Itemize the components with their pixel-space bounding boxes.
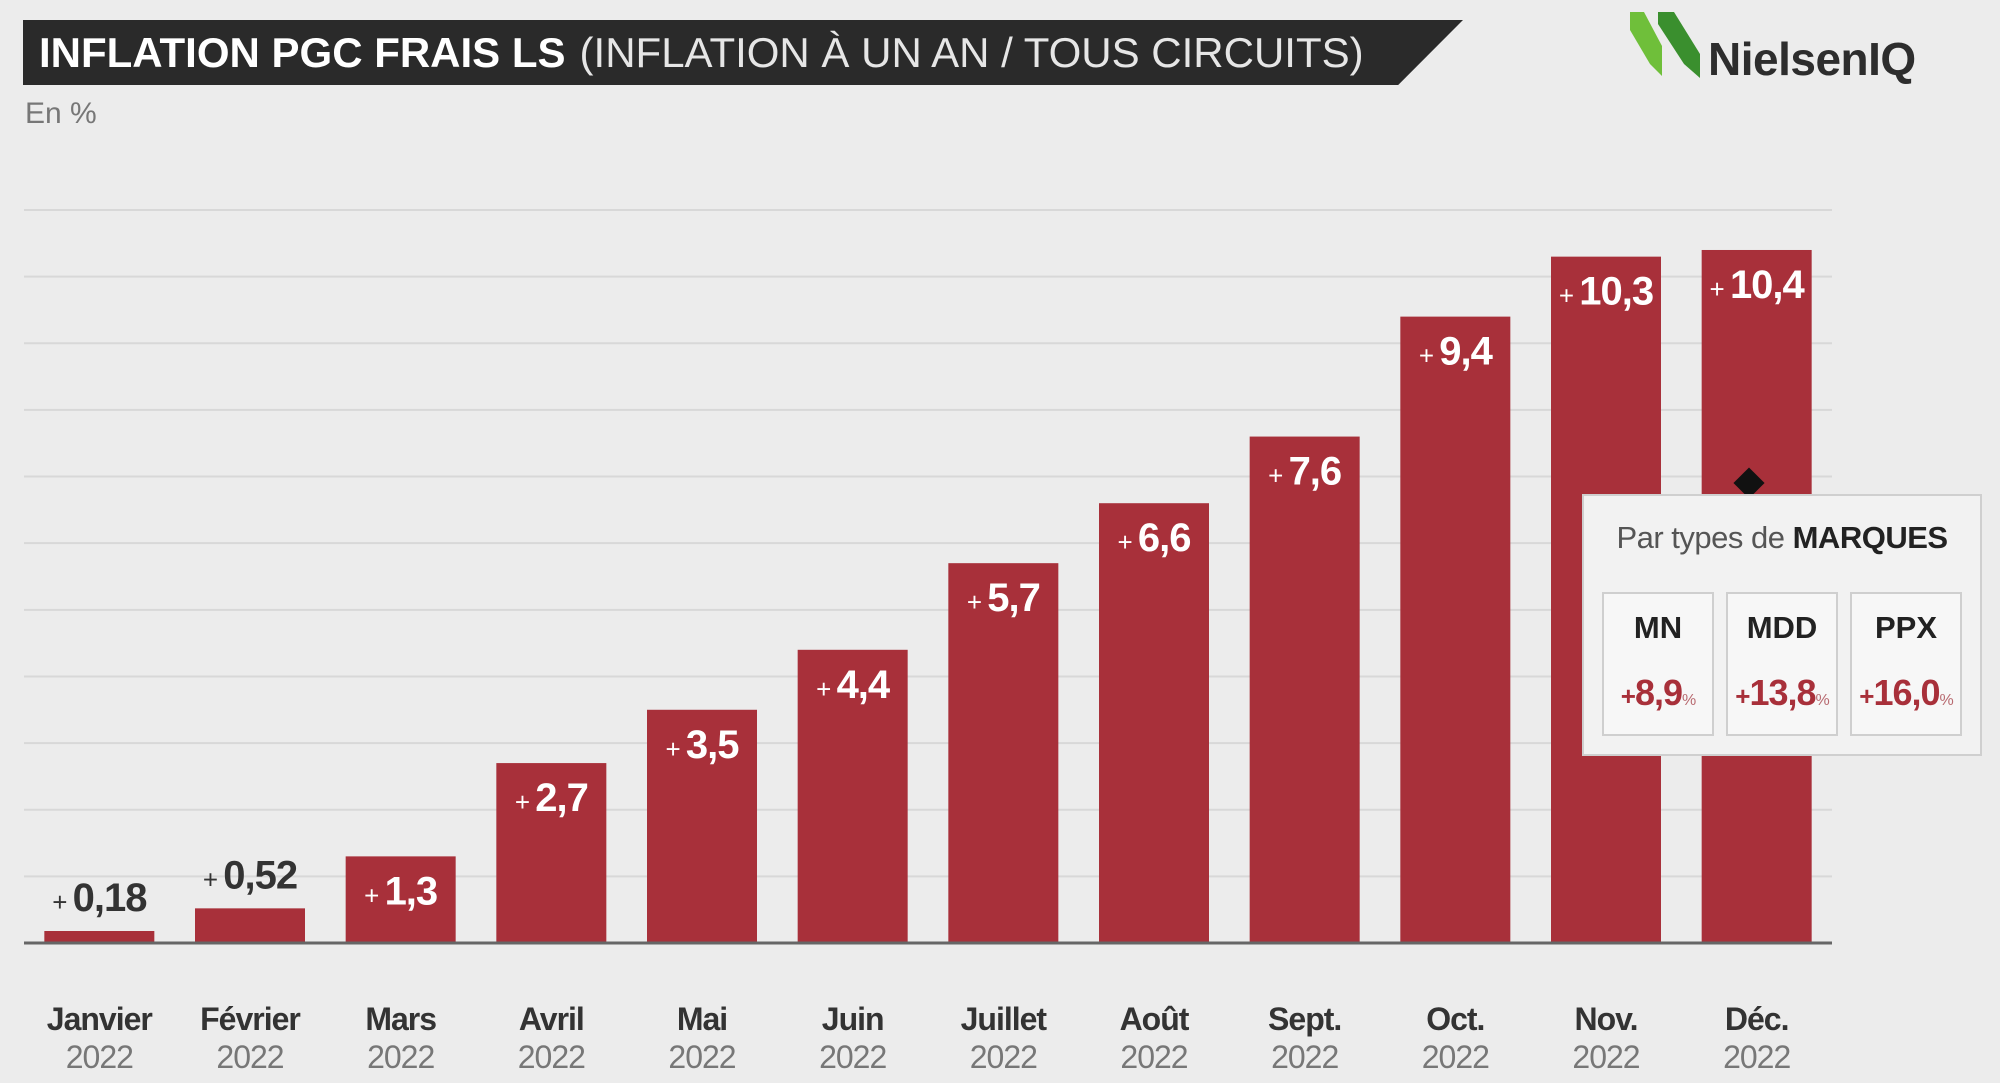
x-tick-month: Mars <box>365 1001 436 1037</box>
panel-box-label: MN <box>1633 610 1683 645</box>
x-tick-year: 2022 <box>1120 1039 1187 1075</box>
chart-subtitle: (INFLATION À UN AN / TOUS CIRCUITS) <box>579 28 1364 76</box>
nielseniq-logo-icon <box>1630 12 1700 78</box>
bar-value-label: + 9,4 <box>1419 330 1494 374</box>
x-tick-year: 2022 <box>66 1039 133 1075</box>
x-tick-month: Mai <box>677 1001 727 1037</box>
x-tick-year: 2022 <box>1422 1039 1489 1075</box>
bar-2 <box>195 908 305 943</box>
nielseniq-logo-text: NielsenIQ <box>1708 33 1916 85</box>
panel-title: Par types de MARQUES <box>1584 520 1980 556</box>
chart-title: INFLATION PGC FRAIS LS <box>39 28 566 76</box>
panel-title-bold: MARQUES <box>1792 520 1948 555</box>
bar-7 <box>948 563 1059 943</box>
bar-value-label: + 6,6 <box>1117 516 1190 560</box>
bar-4 <box>496 763 607 943</box>
x-tick-year: 2022 <box>216 1039 283 1075</box>
x-tick-month: Août <box>1120 1001 1190 1037</box>
bar-value-label: + 4,4 <box>816 663 891 707</box>
x-tick-month: Déc. <box>1725 1001 1789 1037</box>
bar-value-label: + 0,18 <box>52 876 147 920</box>
x-tick-month: Oct. <box>1426 1001 1484 1037</box>
panel-title-prefix: Par types de <box>1616 520 1785 555</box>
x-tick-month: Janvier <box>47 1001 153 1037</box>
panel-box-ppx: PPX +16,0% <box>1850 592 1962 736</box>
nielseniq-logo: NielsenIQ <box>1628 10 1968 90</box>
x-tick-year: 2022 <box>367 1039 434 1075</box>
bar-value-label: + 10,4 <box>1710 263 1806 307</box>
panel-box-mn: MN +8,9% <box>1602 592 1714 736</box>
panel-box-value: +8,9% <box>1620 672 1696 713</box>
bar-10 <box>1400 316 1511 944</box>
bar-1 <box>44 931 155 943</box>
x-tick-month: Nov. <box>1575 1001 1638 1037</box>
bar-8 <box>1099 503 1209 943</box>
panel-box-label: MDD <box>1746 610 1818 645</box>
x-tick-year: 2022 <box>970 1039 1037 1075</box>
panel-box-mdd: MDD +13,8% <box>1726 592 1838 736</box>
bar-value-label: + 2,7 <box>515 776 588 820</box>
x-tick-year: 2022 <box>1271 1039 1338 1075</box>
bar-value-label: + 10,3 <box>1559 270 1653 314</box>
bar-value-label: + 0,52 <box>203 853 297 897</box>
x-tick-month: Juillet <box>961 1001 1048 1037</box>
bar-value-label: + 5,7 <box>967 576 1040 620</box>
brand-types-panel: Par types de MARQUES MN +8,9% MDD +13,8%… <box>1582 494 1982 756</box>
x-tick-year: 2022 <box>819 1039 886 1075</box>
panel-box-value: +16,0% <box>1859 672 1954 713</box>
x-tick-month: Avril <box>519 1001 584 1037</box>
bar-5 <box>647 709 757 943</box>
bar-value-label: + 7,6 <box>1268 450 1341 494</box>
panel-box-value: +13,8% <box>1735 672 1830 713</box>
bar-3 <box>345 856 456 943</box>
chart-title-bar: INFLATION PGC FRAIS LS (INFLATION À UN A… <box>23 20 1463 85</box>
x-tick-year: 2022 <box>668 1039 735 1075</box>
x-tick-month: Sept. <box>1268 1001 1341 1037</box>
bar-9 <box>1249 436 1360 943</box>
x-tick-year: 2022 <box>1723 1039 1790 1075</box>
x-tick-month: Février <box>200 1001 300 1037</box>
x-tick-month: Juin <box>822 1001 884 1037</box>
x-tick-year: 2022 <box>1572 1039 1639 1075</box>
x-tick-year: 2022 <box>518 1039 585 1075</box>
bar-6 <box>797 649 908 943</box>
y-axis-unit-label: En % <box>25 97 97 130</box>
bar-value-label: + 3,5 <box>665 723 739 767</box>
bar-value-label: + 1,3 <box>364 869 437 913</box>
panel-box-label: PPX <box>1874 610 1938 645</box>
